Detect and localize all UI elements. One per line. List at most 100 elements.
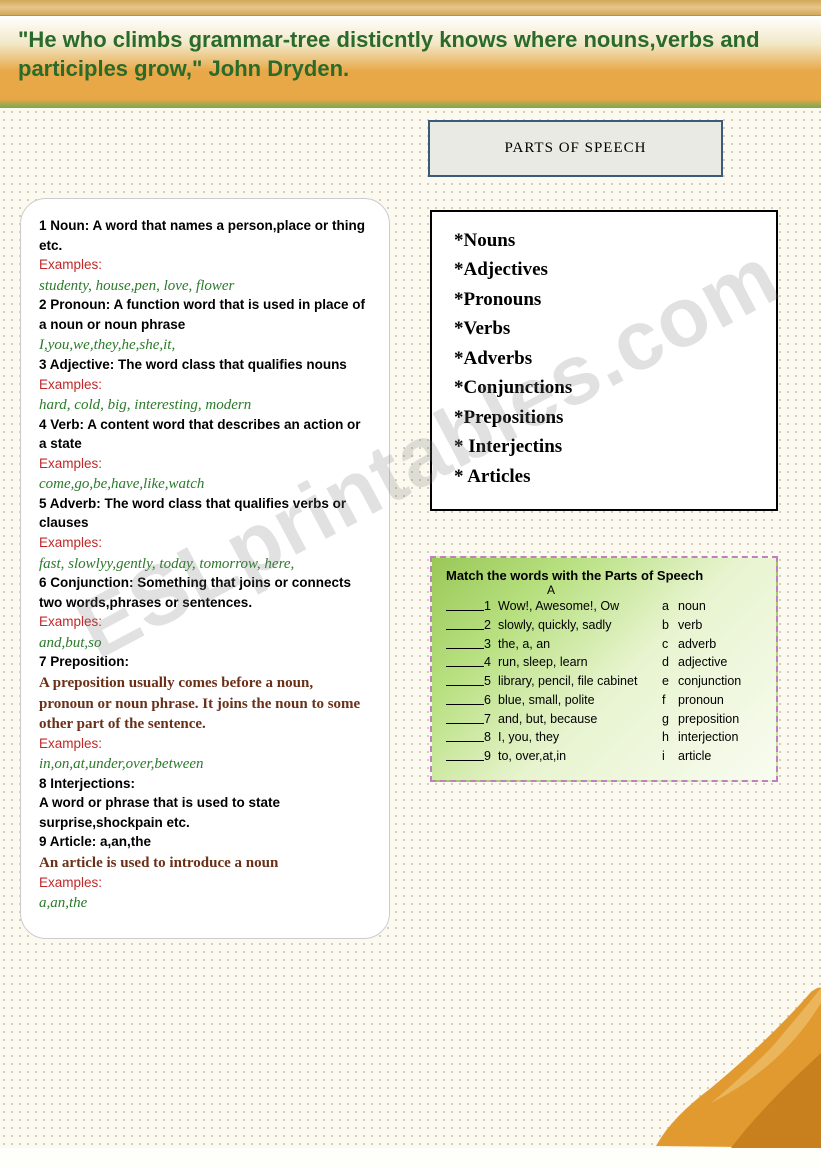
match-words: run, sleep, learn: [498, 653, 662, 672]
def-heading: 8 Interjections:: [39, 776, 135, 791]
match-blank[interactable]: [446, 637, 484, 649]
match-row: 8 I, you, they h interjection: [446, 728, 764, 747]
title-text: PARTS OF SPEECH: [505, 140, 647, 156]
match-pos: verb: [678, 616, 764, 635]
match-row: 5 library, pencil, file cabinet e conjun…: [446, 672, 764, 691]
match-letter: a: [662, 597, 678, 616]
def-examples: in,on,at,under,over,between: [39, 756, 204, 772]
quote-banner: "He who climbs grammar-tree disticntly k…: [0, 16, 821, 108]
def-examples: fast, slowlyy,gently, today, tomorrow, h…: [39, 556, 294, 572]
match-column-a: A: [541, 583, 561, 597]
title-box: PARTS OF SPEECH: [428, 120, 723, 177]
main-content: PARTS OF SPEECH 1 Noun: A word that name…: [0, 108, 821, 1148]
match-letter: f: [662, 691, 678, 710]
def-heading: 5 Adverb: The word class that qualifies …: [39, 496, 346, 531]
def-ex-label: Examples:: [39, 257, 102, 272]
match-pos: noun: [678, 597, 764, 616]
match-blank[interactable]: [446, 618, 484, 630]
match-words: blue, small, polite: [498, 691, 662, 710]
match-row: 4 run, sleep, learn d adjective: [446, 653, 764, 672]
match-blank[interactable]: [446, 749, 484, 761]
def-examples: come,go,be,have,like,watch: [39, 476, 204, 492]
def-heading: 7 Preposition:: [39, 654, 129, 669]
match-blank[interactable]: [446, 655, 484, 667]
match-letter: b: [662, 616, 678, 635]
parts-list-item: *Adjectives: [454, 255, 754, 284]
def-heading: 2 Pronoun: A function word that is used …: [39, 297, 365, 332]
def-heading: 1 Noun: A word that names a person,place…: [39, 218, 365, 253]
def-body: A preposition usually comes before a nou…: [39, 675, 360, 732]
definitions-panel: 1 Noun: A word that names a person,place…: [20, 198, 390, 939]
def-ex-label: Examples:: [39, 456, 102, 471]
page-curl-icon: [651, 978, 821, 1148]
parts-list-item: * Articles: [454, 462, 754, 491]
match-num: 4: [484, 653, 498, 672]
match-num: 2: [484, 616, 498, 635]
def-ex-label: Examples:: [39, 875, 102, 890]
match-num: 9: [484, 747, 498, 766]
def-heading: 4 Verb: A content word that describes an…: [39, 417, 361, 452]
def-ex-label: Examples:: [39, 377, 102, 392]
parts-list-item: *Verbs: [454, 314, 754, 343]
match-words: I, you, they: [498, 728, 662, 747]
match-words: Wow!, Awesome!, Ow: [498, 597, 662, 616]
match-blank[interactable]: [446, 712, 484, 724]
match-words: to, over,at,in: [498, 747, 662, 766]
match-num: 3: [484, 635, 498, 654]
match-letter: i: [662, 747, 678, 766]
match-pos: preposition: [678, 710, 764, 729]
def-ex-label: Examples:: [39, 614, 102, 629]
match-pos: conjunction: [678, 672, 764, 691]
def-examples: I,you,we,they,he,she,it,: [39, 337, 175, 353]
match-num: 7: [484, 710, 498, 729]
match-row: 9 to, over,at,in i article: [446, 747, 764, 766]
parts-list-item: * Interjectins: [454, 432, 754, 461]
match-num: 6: [484, 691, 498, 710]
match-blank[interactable]: [446, 599, 484, 611]
parts-list-item: *Prepositions: [454, 403, 754, 432]
match-title: Match the words with the Parts of Speech: [446, 568, 764, 583]
match-num: 1: [484, 597, 498, 616]
def-body: An article is used to introduce a noun: [39, 855, 278, 871]
match-letter: h: [662, 728, 678, 747]
match-blank[interactable]: [446, 674, 484, 686]
match-pos: adverb: [678, 635, 764, 654]
quote-text: "He who climbs grammar-tree disticntly k…: [18, 26, 803, 83]
match-exercise-box: Match the words with the Parts of Speech…: [430, 556, 778, 782]
def-heading: 6 Conjunction: Something that joins or c…: [39, 575, 351, 610]
match-pos: pronoun: [678, 691, 764, 710]
match-letter: c: [662, 635, 678, 654]
top-bar: [0, 0, 821, 16]
def-examples: hard, cold, big, interesting, modern: [39, 397, 251, 413]
match-row: 7 and, but, because g preposition: [446, 710, 764, 729]
def-examples: and,but,so: [39, 635, 102, 651]
def-ex-label: Examples:: [39, 535, 102, 550]
match-letter: d: [662, 653, 678, 672]
def-heading: 9 Article: a,an,the: [39, 834, 151, 849]
parts-list-item: *Pronouns: [454, 285, 754, 314]
match-words: library, pencil, file cabinet: [498, 672, 662, 691]
match-letter: g: [662, 710, 678, 729]
match-letter: e: [662, 672, 678, 691]
parts-list-item: *Adverbs: [454, 344, 754, 373]
match-words: slowly, quickly, sadly: [498, 616, 662, 635]
def-ex-label: Examples:: [39, 736, 102, 751]
match-num: 8: [484, 728, 498, 747]
match-pos: adjective: [678, 653, 764, 672]
def-heading: 3 Adjective: The word class that qualifi…: [39, 357, 347, 372]
match-row: 6 blue, small, polite f pronoun: [446, 691, 764, 710]
match-row: 3 the, a, an c adverb: [446, 635, 764, 654]
parts-list-item: *Conjunctions: [454, 373, 754, 402]
match-blank[interactable]: [446, 730, 484, 742]
match-num: 5: [484, 672, 498, 691]
parts-list-item: *Nouns: [454, 226, 754, 255]
def-examples: studenty, house,pen, love, flower: [39, 278, 234, 294]
match-row: 1 Wow!, Awesome!, Ow a noun: [446, 597, 764, 616]
match-pos: article: [678, 747, 764, 766]
match-row: 2 slowly, quickly, sadly b verb: [446, 616, 764, 635]
match-blank[interactable]: [446, 693, 484, 705]
def-body: A word or phrase that is used to state s…: [39, 795, 280, 830]
match-words: and, but, because: [498, 710, 662, 729]
match-pos: interjection: [678, 728, 764, 747]
parts-list-box: *Nouns*Adjectives*Pronouns*Verbs*Adverbs…: [430, 210, 778, 511]
